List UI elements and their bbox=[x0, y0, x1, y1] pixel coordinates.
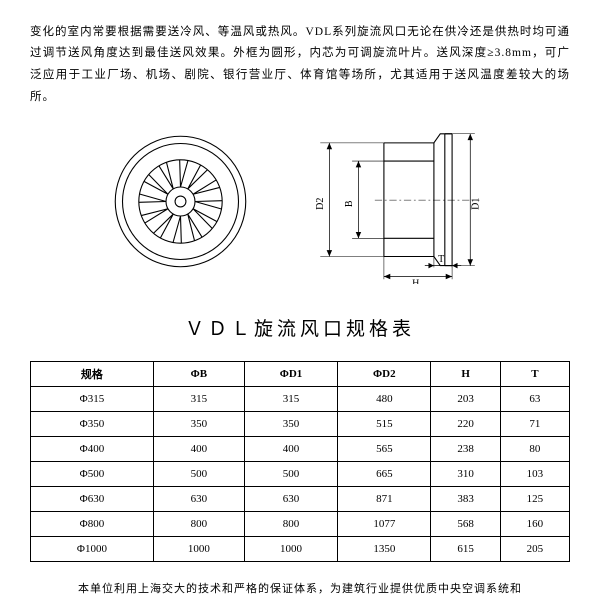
table-cell: 568 bbox=[431, 511, 500, 536]
table-cell: 315 bbox=[153, 386, 244, 411]
table-row: Φ8008008001077568160 bbox=[31, 511, 570, 536]
table-cell: 630 bbox=[244, 486, 337, 511]
table-header: 规格 bbox=[31, 361, 154, 386]
table-cell: 125 bbox=[500, 486, 569, 511]
table-cell: 1000 bbox=[244, 536, 337, 561]
table-cell: 71 bbox=[500, 411, 569, 436]
table-header: H bbox=[431, 361, 500, 386]
table-cell: Φ400 bbox=[31, 436, 154, 461]
table-cell: Φ1000 bbox=[31, 536, 154, 561]
table-cell: 205 bbox=[500, 536, 569, 561]
table-cell: 383 bbox=[431, 486, 500, 511]
table-cell: 871 bbox=[338, 486, 431, 511]
side-view-diagram: D2 B D1 H T bbox=[293, 129, 493, 284]
table-cell: 615 bbox=[431, 536, 500, 561]
table-row: Φ35035035051522071 bbox=[31, 411, 570, 436]
footer-text: 本单位利用上海交大的技术和严格的保证体系，为建筑行业提供优质中央空调系统和 bbox=[30, 580, 570, 596]
table-cell: 203 bbox=[431, 386, 500, 411]
table-cell: 160 bbox=[500, 511, 569, 536]
section-title: ＶＤＬ旋流风口规格表 bbox=[30, 314, 570, 341]
table-cell: 565 bbox=[338, 436, 431, 461]
table-header: ΦD2 bbox=[338, 361, 431, 386]
table-header: ΦB bbox=[153, 361, 244, 386]
table-row: Φ1000100010001350615205 bbox=[31, 536, 570, 561]
table-cell: 63 bbox=[500, 386, 569, 411]
table-cell: 238 bbox=[431, 436, 500, 461]
table-cell: 315 bbox=[244, 386, 337, 411]
table-cell: Φ800 bbox=[31, 511, 154, 536]
table-cell: 665 bbox=[338, 461, 431, 486]
table-cell: 1000 bbox=[153, 536, 244, 561]
table-row: Φ40040040056523880 bbox=[31, 436, 570, 461]
table-cell: 800 bbox=[244, 511, 337, 536]
table-cell: 480 bbox=[338, 386, 431, 411]
label-b: B bbox=[344, 200, 355, 207]
table-cell: 800 bbox=[153, 511, 244, 536]
table-row: Φ31531531548020363 bbox=[31, 386, 570, 411]
table-cell: 103 bbox=[500, 461, 569, 486]
table-cell: Φ350 bbox=[31, 411, 154, 436]
table-cell: 500 bbox=[244, 461, 337, 486]
table-cell: Φ500 bbox=[31, 461, 154, 486]
front-view-diagram bbox=[108, 129, 253, 274]
label-d2: D2 bbox=[315, 198, 326, 210]
table-cell: 350 bbox=[153, 411, 244, 436]
table-cell: 350 bbox=[244, 411, 337, 436]
table-cell: 80 bbox=[500, 436, 569, 461]
table-cell: 515 bbox=[338, 411, 431, 436]
label-t: T bbox=[438, 254, 444, 265]
table-row: Φ500500500665310103 bbox=[31, 461, 570, 486]
label-d1: D1 bbox=[470, 198, 481, 210]
table-cell: 1077 bbox=[338, 511, 431, 536]
table-row: Φ630630630871383125 bbox=[31, 486, 570, 511]
table-cell: Φ630 bbox=[31, 486, 154, 511]
table-header: T bbox=[500, 361, 569, 386]
table-cell: Φ315 bbox=[31, 386, 154, 411]
table-header: ΦD1 bbox=[244, 361, 337, 386]
spec-table: 规格ΦBΦD1ΦD2HT Φ31531531548020363Φ35035035… bbox=[30, 361, 570, 562]
table-cell: 220 bbox=[431, 411, 500, 436]
figures-row: D2 B D1 H T bbox=[30, 129, 570, 284]
table-cell: 310 bbox=[431, 461, 500, 486]
table-cell: 400 bbox=[244, 436, 337, 461]
table-cell: 630 bbox=[153, 486, 244, 511]
intro-paragraph: 变化的室内常要根据需要送冷风、等温风或热风。VDL系列旋流风口无论在供冷还是供热… bbox=[30, 22, 570, 109]
table-cell: 500 bbox=[153, 461, 244, 486]
label-h: H bbox=[412, 278, 419, 284]
table-cell: 400 bbox=[153, 436, 244, 461]
table-cell: 1350 bbox=[338, 536, 431, 561]
